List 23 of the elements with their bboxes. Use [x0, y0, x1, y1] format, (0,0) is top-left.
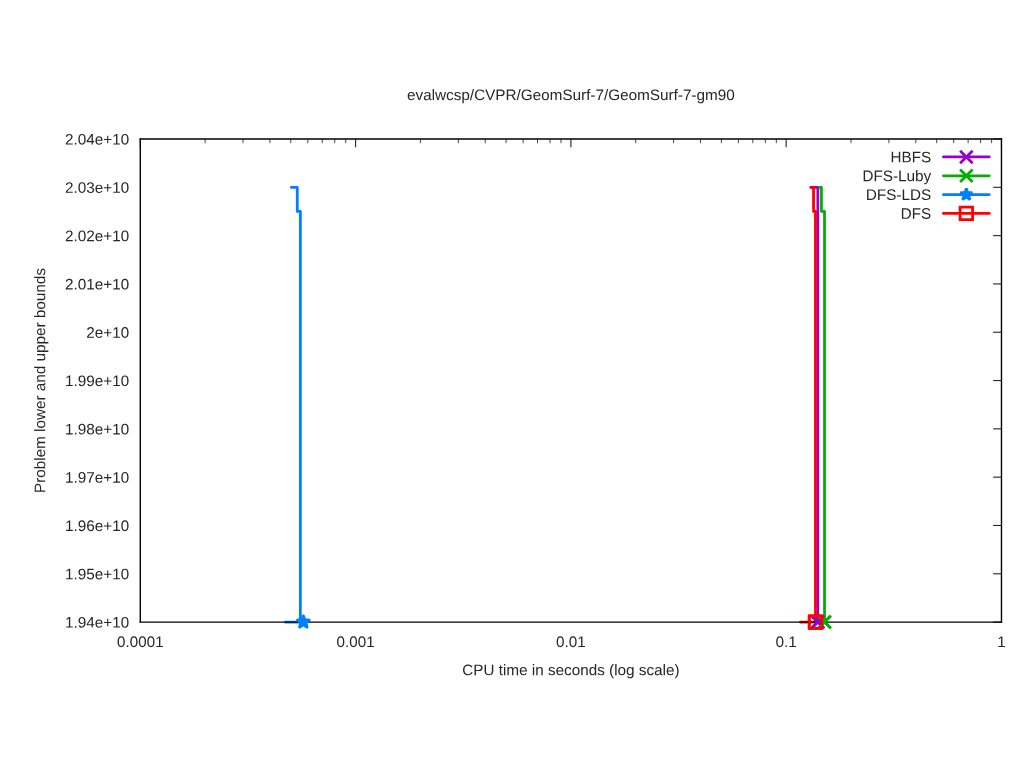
y-tick-label: 2.01e+10 — [65, 278, 129, 290]
x-axis-title: CPU time in seconds (log scale) — [462, 664, 679, 679]
x-tick-label: 0.001 — [337, 636, 374, 648]
legend-label: HBFS — [891, 151, 931, 163]
x-tick-label: 0.0001 — [117, 636, 163, 648]
chart-title: evalwcsp/CVPR/GeomSurf-7/GeomSurf-7-gm90 — [407, 89, 735, 104]
y-tick-label: 2.04e+10 — [65, 133, 129, 145]
y-tick-label: 1.94e+10 — [66, 616, 129, 628]
y-axis-title: Problem lower and upper bounds — [34, 268, 49, 492]
y-tick-label: 2.02e+10 — [65, 230, 129, 242]
y-tick-label: 1.95e+10 — [66, 568, 129, 580]
y-tick-label: 1.96e+10 — [66, 520, 129, 532]
y-tick-label: 1.99e+10 — [66, 375, 129, 387]
x-tick-label: 0.01 — [556, 636, 585, 648]
y-tick-label: 1.98e+10 — [66, 423, 129, 435]
y-tick-label: 1.97e+10 — [66, 472, 129, 483]
y-tick-label: 2e+10 — [87, 327, 129, 338]
x-tick-label: 0.1 — [776, 636, 797, 648]
legend-label: DFS — [901, 208, 931, 219]
y-tick-label: 2.03e+10 — [65, 182, 129, 193]
legend-label: DFS-Luby — [863, 170, 932, 185]
x-tick-label: 1 — [998, 636, 1005, 648]
legend-label: DFS-LDS — [867, 189, 931, 201]
